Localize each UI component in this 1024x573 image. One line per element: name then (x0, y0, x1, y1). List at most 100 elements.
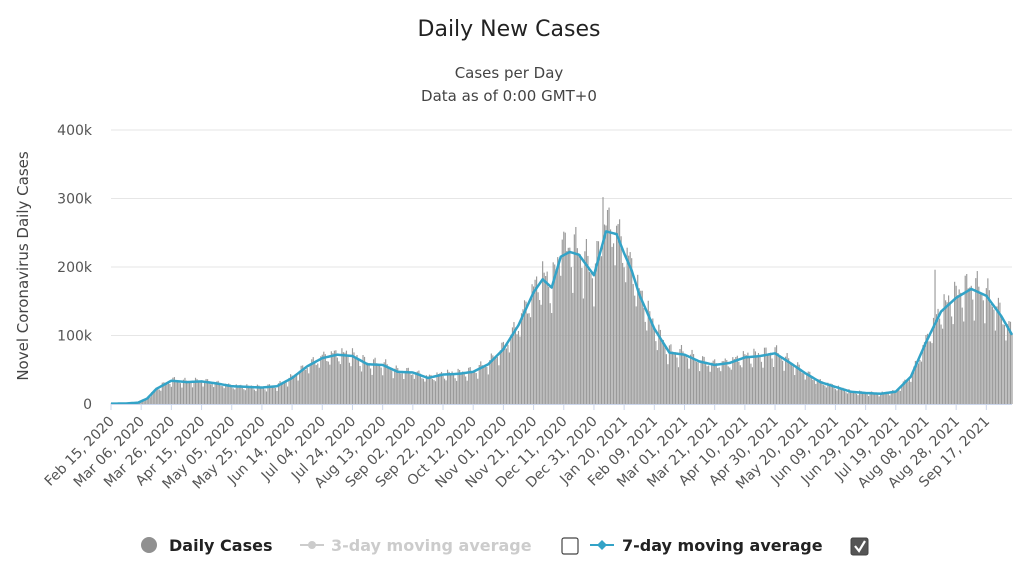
daily-case-bar (274, 387, 277, 404)
daily-case-bar (386, 364, 388, 404)
daily-case-bar (342, 352, 344, 404)
legend-item-7-day-average[interactable]: 7-day moving average (590, 536, 869, 556)
daily-case-bar (834, 389, 836, 404)
daily-case-bar (205, 378, 207, 404)
seven-day-average-series (110, 230, 1014, 405)
daily-case-bar (650, 319, 652, 404)
daily-case-bar (665, 354, 667, 404)
daily-case-bar (469, 367, 471, 404)
daily-case-bar (324, 354, 326, 404)
daily-case-bar (738, 361, 740, 404)
daily-case-bar (149, 397, 151, 404)
daily-case-bar (957, 295, 959, 404)
daily-case-bar (638, 288, 640, 404)
daily-case-bar (800, 370, 802, 404)
daily-case-bar (406, 368, 408, 404)
legend-item-daily-cases[interactable]: Daily Cases (141, 536, 272, 555)
legend-checkbox-7-day-average[interactable] (850, 537, 869, 556)
daily-case-bar (155, 387, 157, 404)
daily-case-bar (462, 371, 464, 404)
daily-case-bar (339, 364, 341, 404)
daily-case-bar (750, 363, 752, 404)
daily-case-bar (293, 377, 295, 404)
legend-checkbox-3-day-average[interactable] (561, 537, 579, 555)
daily-case-bar (463, 372, 465, 404)
daily-case-bar (338, 361, 340, 404)
daily-case-bar (243, 389, 245, 404)
daily-case-bar (366, 362, 369, 404)
daily-case-bar (884, 393, 886, 404)
daily-case-bar (211, 383, 213, 404)
daily-case-bar (976, 271, 978, 404)
daily-case-bar (827, 382, 829, 404)
daily-case-bar (795, 365, 797, 404)
daily-case-bar (929, 341, 932, 404)
daily-case-bar (154, 390, 156, 404)
daily-case-bar (347, 356, 349, 404)
legend-marker-3-day-average (308, 541, 316, 549)
daily-case-bar (748, 357, 750, 404)
daily-case-bar (433, 379, 435, 404)
check-icon (854, 540, 866, 553)
daily-case-bar (430, 374, 432, 404)
daily-case-bar (477, 378, 479, 404)
daily-case-bar (520, 313, 523, 404)
daily-case-bar (745, 355, 747, 404)
daily-case-bar (727, 366, 729, 404)
daily-case-bar (792, 366, 794, 404)
daily-case-bar (667, 364, 669, 404)
daily-case-bar (229, 384, 231, 404)
daily-case-bar (966, 274, 968, 404)
daily-case-bar (185, 380, 188, 404)
y-tick-label: 0 (83, 397, 92, 413)
daily-case-bar (273, 385, 275, 404)
daily-case-bar (283, 381, 286, 404)
daily-case-bar (175, 380, 177, 404)
daily-case-bar (819, 379, 821, 404)
daily-case-bar (268, 384, 271, 404)
daily-case-bar (555, 269, 557, 404)
daily-case-bar (318, 367, 320, 404)
daily-case-bar (389, 368, 391, 404)
daily-case-bar (724, 358, 726, 404)
daily-case-bar (445, 380, 447, 404)
daily-case-bar (277, 383, 280, 404)
daily-case-bar (756, 355, 758, 404)
daily-case-bar (451, 371, 453, 404)
daily-case-bar (353, 352, 355, 404)
daily-case-bar (478, 365, 480, 404)
daily-case-bar (442, 375, 444, 404)
daily-case-bar (644, 321, 646, 404)
daily-case-bar (768, 353, 770, 404)
daily-case-bar (824, 385, 826, 404)
seven-day-average-line (110, 230, 1014, 405)
daily-case-bar (403, 379, 405, 404)
daily-case-bar (775, 345, 778, 404)
daily-case-bar (739, 365, 741, 404)
daily-case-bar (456, 380, 458, 404)
daily-case-bar (1005, 340, 1007, 404)
legend-item-3-day-average[interactable]: 3-day moving average (300, 536, 579, 555)
daily-case-bar (999, 302, 1001, 404)
daily-case-bar (425, 375, 428, 404)
daily-case-bar (208, 382, 210, 404)
daily-case-bar (501, 342, 503, 404)
daily-case-bar (200, 382, 203, 404)
daily-case-bar (597, 241, 600, 404)
legend: Daily Cases 3-day moving average 7-day m… (141, 536, 869, 556)
daily-case-bar (460, 372, 462, 404)
daily-case-bar (679, 349, 681, 404)
daily-case-bar (928, 341, 930, 404)
daily-case-bar (656, 350, 658, 404)
daily-case-bar (365, 362, 367, 404)
daily-case-bar (849, 390, 852, 404)
daily-case-bar (960, 292, 962, 404)
daily-case-bar (533, 286, 535, 404)
daily-case-bar (142, 400, 144, 404)
daily-case-bar (585, 239, 587, 404)
daily-case-bar (253, 389, 255, 404)
daily-case-bar (691, 349, 693, 404)
daily-case-bar (235, 384, 237, 404)
daily-case-bar (942, 328, 944, 404)
